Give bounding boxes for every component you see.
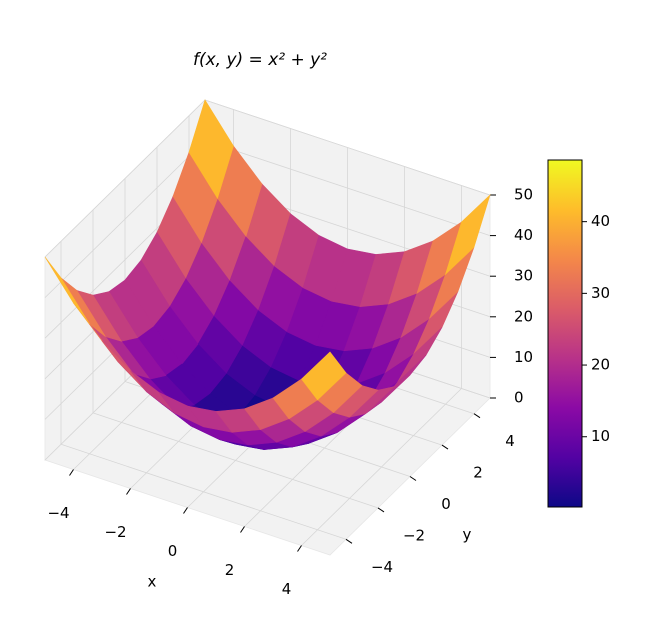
chart-title: f(x, y) = x² + y²	[193, 50, 327, 70]
x-tick	[69, 469, 74, 476]
surface-patch	[301, 351, 347, 401]
surface-patch	[444, 193, 491, 276]
z-tick-label: 30	[514, 267, 533, 285]
grid-line	[92, 412, 379, 509]
x-axis-label: x	[148, 573, 157, 591]
grid-line	[204, 140, 491, 236]
y-axis-label: y	[463, 526, 472, 544]
z-tick-label: 10	[514, 348, 533, 366]
y-tick-label: −2	[403, 526, 425, 544]
grid-line	[44, 140, 206, 298]
x-tick	[240, 526, 245, 533]
y-tick	[345, 538, 353, 544]
y-tick-label: 0	[441, 495, 451, 513]
colorbar-tick-label: 40	[591, 212, 610, 230]
y-tick-label: −4	[371, 558, 393, 576]
z-tick-label: 50	[514, 186, 533, 204]
x-tick	[183, 507, 188, 514]
z-tick-label: 20	[514, 307, 533, 325]
z-tick-label: 0	[514, 389, 524, 407]
colorbar	[547, 159, 583, 508]
surface-patch	[188, 99, 234, 200]
y-tick-label: 4	[505, 432, 515, 450]
grid-line	[44, 99, 206, 258]
x-tick-label: 4	[282, 580, 292, 598]
x-tick-label: 2	[225, 561, 235, 579]
y-tick	[473, 413, 481, 419]
x-tick	[126, 488, 131, 495]
colorbar-tick-label: 10	[591, 427, 610, 445]
z-tick-label: 40	[514, 226, 533, 244]
x-tick-label: −4	[47, 504, 69, 522]
colorbar-tick-label: 20	[591, 356, 610, 374]
y-tick	[409, 476, 417, 481]
colorbar-tick-label: 30	[591, 284, 610, 302]
x-tick-label: 0	[168, 542, 178, 560]
surface-patch	[44, 256, 90, 325]
grid-line	[204, 99, 491, 196]
x-tick	[297, 545, 302, 552]
x-tick-label: −2	[104, 523, 126, 541]
y-tick	[441, 444, 449, 450]
grid-line	[60, 443, 347, 540]
y-tick	[377, 507, 385, 513]
y-tick-label: 2	[473, 464, 483, 482]
